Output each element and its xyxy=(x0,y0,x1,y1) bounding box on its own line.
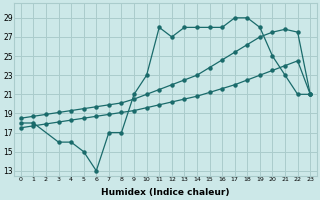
X-axis label: Humidex (Indice chaleur): Humidex (Indice chaleur) xyxy=(101,188,230,197)
